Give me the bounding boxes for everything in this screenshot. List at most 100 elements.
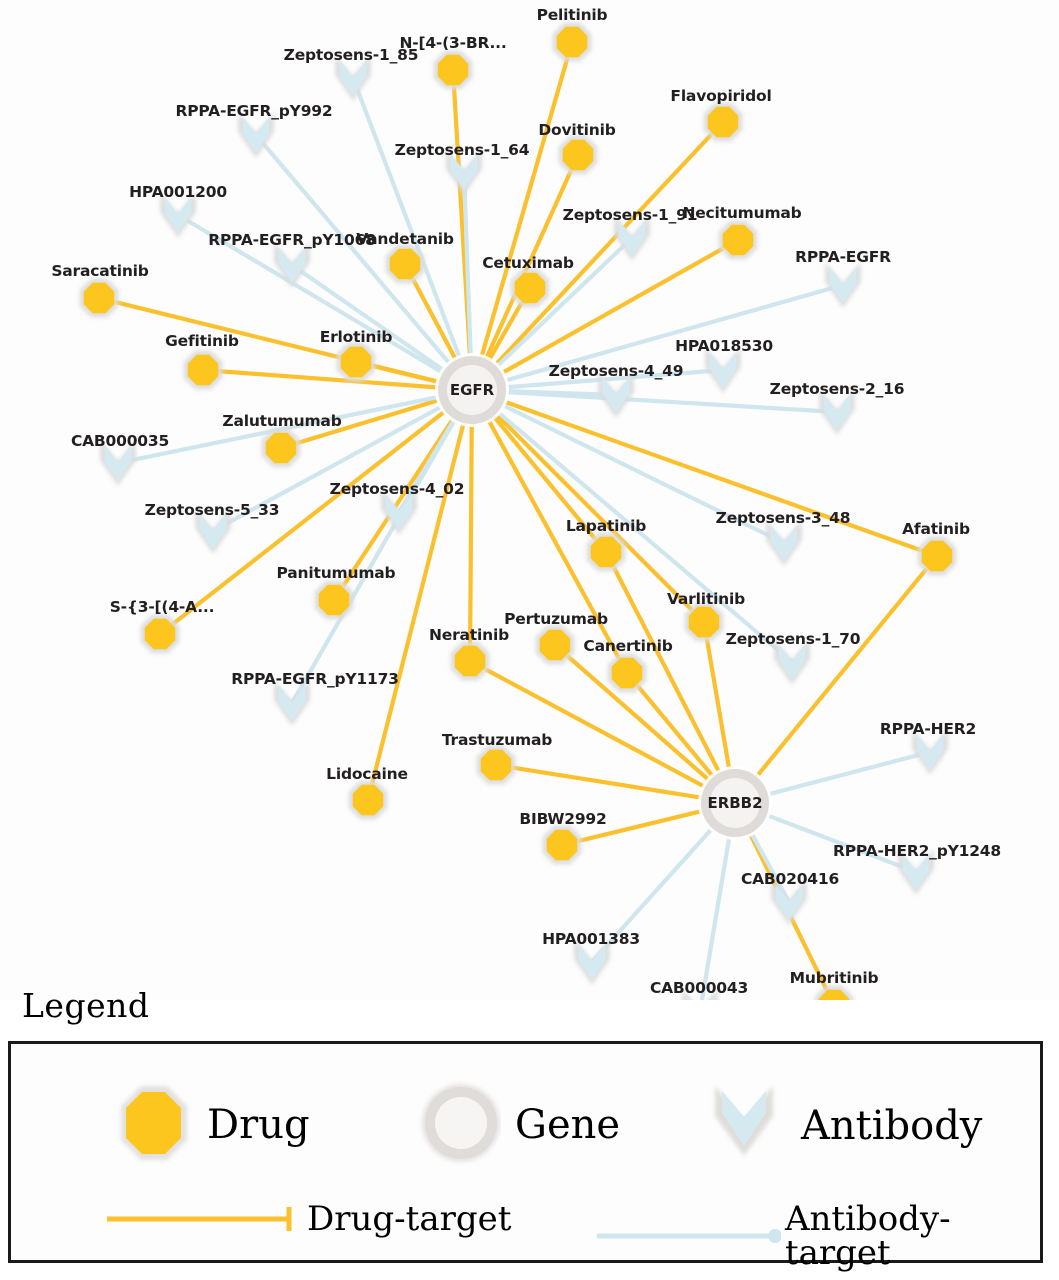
drug-node[interactable] [140,614,180,654]
antibody-node[interactable] [598,372,634,418]
drug-node-shape [480,749,512,781]
antibody-node-shape [450,154,478,190]
antibody-node-shape [278,247,306,283]
drug-node[interactable] [433,50,473,90]
antibody-node-shape [775,884,803,920]
drug-node[interactable] [535,625,575,665]
legend-label-gene: Gene [515,1102,621,1148]
antibody-node-shape [602,377,630,413]
antibody-target-edge [289,262,449,375]
antibody-node[interactable] [160,192,196,238]
antibody-node-shape [916,734,944,770]
drug-node-shape [818,989,850,1000]
drug-target-edge [467,658,711,791]
drug-target-edge [278,396,446,451]
gene-node-label: EGFR [449,381,495,399]
antibody-target-edge [762,749,933,798]
drug-node[interactable] [79,278,119,318]
drug-node[interactable] [336,342,376,382]
drug-node[interactable] [314,580,354,620]
antibody-node[interactable] [771,879,807,925]
antibody-target-edge [289,414,459,706]
drug-node-shape [83,282,115,314]
drug-node[interactable] [476,745,516,785]
legend-box: Drug Gene Antibody Drug-target [8,1041,1043,1270]
drug-node[interactable] [385,244,425,284]
legend-item-gene: Gene [409,1076,620,1174]
drug-node[interactable] [558,135,598,175]
drug-target-edge [365,416,467,803]
node-layer [79,22,957,1000]
drug-node[interactable] [183,350,223,390]
drug-node[interactable] [348,780,388,820]
antibody-node-shape [778,644,806,680]
antibody-node-shape [709,352,737,388]
antibody-node[interactable] [912,729,948,775]
drug-node[interactable] [607,653,647,693]
antibody-node-shape [242,117,270,153]
antibody-node-shape [339,60,367,96]
drug-target-edge [491,409,707,625]
antibody-node[interactable] [825,262,861,308]
drug-node-shape [590,536,622,568]
antibody-node-shape [385,494,413,530]
antibody-node[interactable] [898,849,934,895]
drug-node-shape [454,645,486,677]
antibody-node[interactable] [195,508,231,554]
drug-target-edge [552,642,715,786]
drug-node-shape [340,346,372,378]
chevron-down-icon [715,1086,773,1156]
antibody-node[interactable] [705,347,741,393]
antibody-node[interactable] [819,389,855,435]
antibody-node-shape [823,394,851,430]
drug-target-edge [490,119,726,371]
gene-node[interactable] [435,353,509,427]
antibody-node[interactable] [574,939,610,985]
antibody-node[interactable] [766,520,802,566]
drug-target-edge [489,411,609,555]
gene-node-label: ERBB2 [707,794,763,812]
drug-node[interactable] [586,532,626,572]
antibody-node[interactable] [274,242,310,288]
legend-label-antibody-target: Antibody-target [784,1199,951,1273]
antibody-target-edge [500,367,726,390]
drug-node-shape [707,106,739,138]
antibody-node-shape [902,854,930,890]
drug-node[interactable] [703,102,743,142]
antibody-node-shape [686,994,714,1000]
drug-node[interactable] [450,641,490,681]
ring-icon [422,1084,500,1162]
gene-node[interactable] [698,766,772,840]
antibody-target-edge [499,282,846,384]
antibody-node-shape [618,220,646,256]
antibody-node[interactable] [446,149,482,195]
drug-node[interactable] [684,602,724,642]
antibody-node[interactable] [238,112,274,158]
drug-target-edge [478,39,575,364]
drug-node[interactable] [542,825,582,865]
antibody-node[interactable] [274,680,310,726]
tbar-line-icon [107,1207,292,1231]
antibody-node-shape [164,197,192,233]
antibody-node[interactable] [335,55,371,101]
drug-node[interactable] [510,268,550,308]
drug-node-shape [722,224,754,256]
antibody-node[interactable] [100,440,136,486]
antibody-node[interactable] [774,639,810,685]
antibody-node[interactable] [614,215,650,261]
legend: Legend Drug Gene Antibody [0,986,1059,1280]
antibody-target-edge [210,402,447,534]
antibody-target-edge [493,407,795,665]
drug-node[interactable] [814,985,854,1000]
drug-node[interactable] [718,220,758,260]
antibody-node[interactable] [381,489,417,535]
drug-node[interactable] [261,428,301,468]
drug-node-shape [562,139,594,171]
drug-node[interactable] [552,22,592,62]
drug-node-shape [514,272,546,304]
antibody-node[interactable] [682,989,718,1000]
drug-target-edge [200,367,445,390]
drug-node[interactable] [917,536,957,576]
drug-node-shape [921,540,953,572]
legend-item-drug-target: Drug-target [103,1202,511,1236]
